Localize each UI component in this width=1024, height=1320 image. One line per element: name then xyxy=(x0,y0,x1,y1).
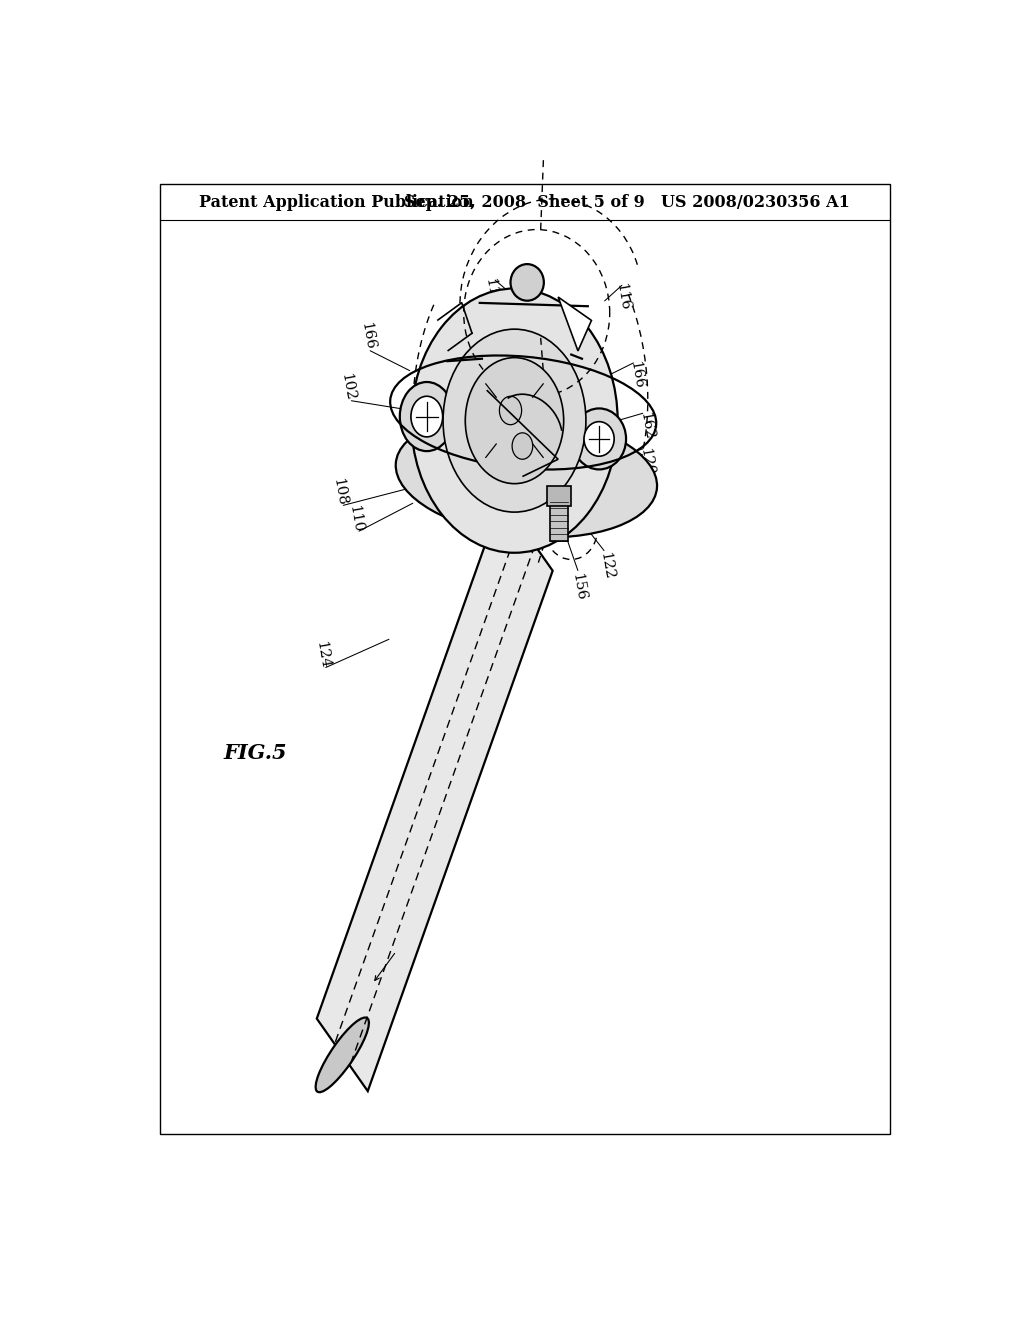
Text: 166: 166 xyxy=(628,360,646,391)
Text: 102: 102 xyxy=(339,372,357,401)
Text: 162: 162 xyxy=(637,412,655,441)
Ellipse shape xyxy=(443,329,586,512)
Text: Sep. 25, 2008  Sheet 5 of 9: Sep. 25, 2008 Sheet 5 of 9 xyxy=(404,194,645,211)
Ellipse shape xyxy=(399,381,454,451)
Text: 124: 124 xyxy=(313,640,332,669)
Polygon shape xyxy=(558,297,592,351)
Text: US 2008/0230356 A1: US 2008/0230356 A1 xyxy=(662,194,850,211)
Text: 108: 108 xyxy=(331,478,349,507)
Ellipse shape xyxy=(411,396,442,437)
Text: 156: 156 xyxy=(569,572,588,602)
Ellipse shape xyxy=(584,421,614,457)
Ellipse shape xyxy=(500,396,521,425)
Bar xyxy=(550,502,567,541)
Ellipse shape xyxy=(412,289,617,553)
Ellipse shape xyxy=(572,408,626,470)
Ellipse shape xyxy=(512,433,532,459)
Bar xyxy=(547,486,570,506)
Ellipse shape xyxy=(395,413,657,537)
Polygon shape xyxy=(316,498,553,1092)
Text: 166: 166 xyxy=(358,321,377,351)
Text: 116: 116 xyxy=(613,282,632,312)
Text: 110: 110 xyxy=(346,504,365,533)
Ellipse shape xyxy=(465,358,563,483)
Text: 122: 122 xyxy=(597,552,615,581)
Ellipse shape xyxy=(315,1018,369,1092)
Text: 118: 118 xyxy=(482,277,501,306)
Text: FIG.5: FIG.5 xyxy=(223,743,287,763)
Text: Patent Application Publication: Patent Application Publication xyxy=(200,194,474,211)
Text: 120: 120 xyxy=(637,447,655,477)
Ellipse shape xyxy=(511,264,544,301)
